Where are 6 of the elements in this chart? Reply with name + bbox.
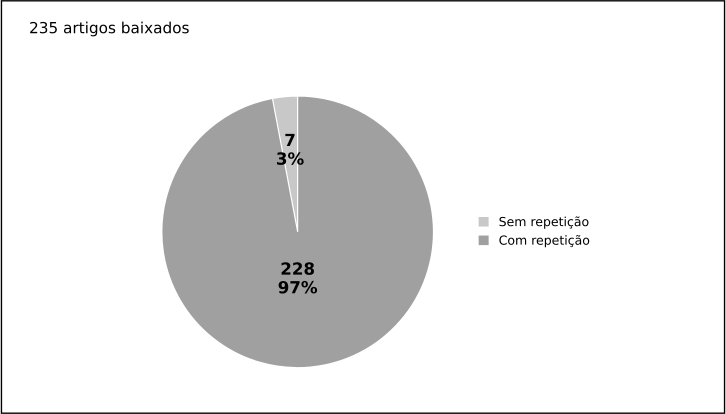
- pie-slice: [161, 95, 434, 368]
- data-label: 7 3%: [277, 134, 304, 165]
- chart-title: 235 artigos baixados: [30, 22, 189, 36]
- data-label: 228 97%: [278, 262, 318, 294]
- legend-label: Sem repetição: [499, 216, 588, 229]
- legend-label: Com repetição: [499, 234, 590, 248]
